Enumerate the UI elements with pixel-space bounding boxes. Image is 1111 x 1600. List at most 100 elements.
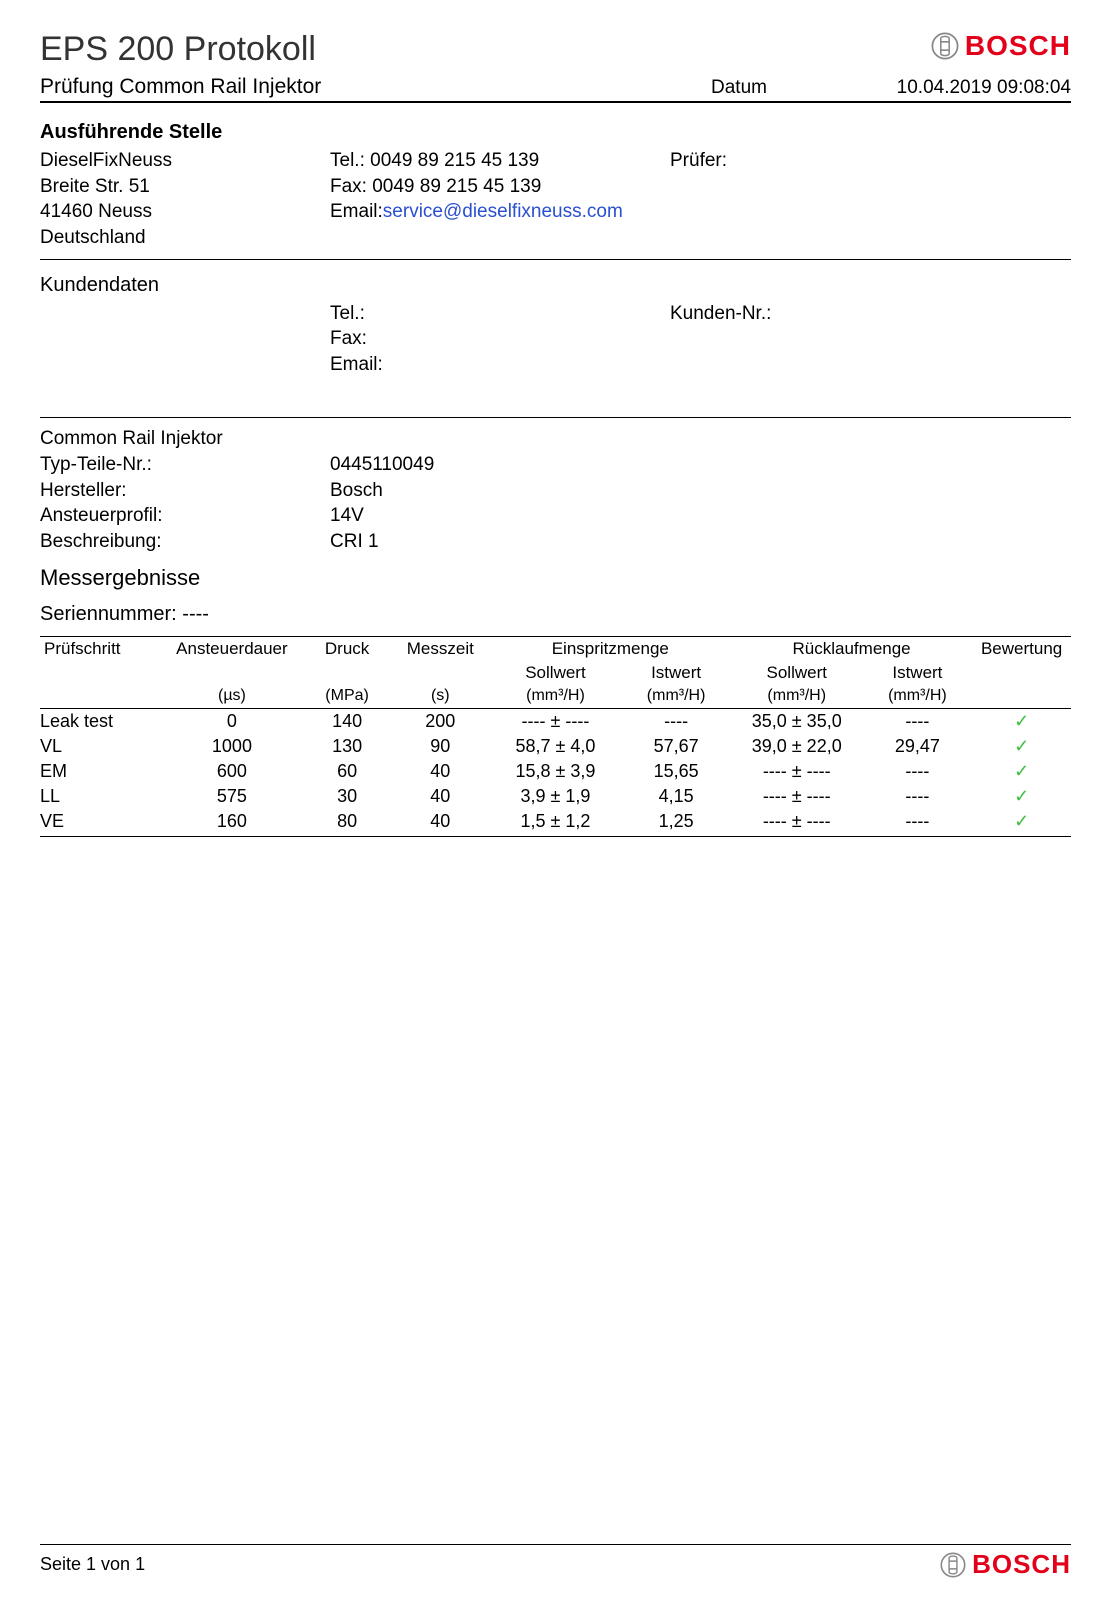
cell-dur: 575 [161,784,304,809]
unit-meastime: (s) [391,685,490,709]
manuf-value: Bosch [330,478,383,504]
station-heading: Ausführende Stelle [40,121,1071,144]
cell-mt: 90 [391,734,490,759]
page-indicator: Seite 1 von 1 [40,1554,145,1575]
cell-inj-a: 15,65 [621,759,731,784]
desc-label: Beschreibung: [40,529,330,555]
col-ret-target: Sollwert [731,661,863,685]
cell-inj-a: 57,67 [621,734,731,759]
cell-ret-a: 29,47 [863,734,973,759]
unit-duration: (µs) [161,685,304,709]
unit-ret-a: (mm³/H) [863,685,973,709]
station-street: Breite Str. 51 [40,174,330,200]
col-meastime: Messzeit [391,636,490,661]
cell-inj-a: 1,25 [621,809,731,837]
brand-text: BOSCH [965,30,1071,62]
cell-pres: 60 [303,759,391,784]
cell-ret-t: 39,0 ± 22,0 [731,734,863,759]
cell-ret-a: ---- [863,784,973,809]
table-row: LL57530403,9 ± 1,94,15---- ± --------✓ [40,784,1071,809]
results-table: Prüfschritt Ansteuerdauer Druck Messzeit… [40,636,1071,837]
customer-contact: Tel.: Fax: Email: [330,301,670,378]
cell-pres: 140 [303,708,391,734]
col-pressure: Druck [303,636,391,661]
check-icon: ✓ [972,759,1071,784]
col-inject: Einspritzmenge [490,636,731,661]
cell-ret-t: ---- ± ---- [731,784,863,809]
col-step: Prüfschritt [40,636,161,685]
bosch-logo-bottom: BOSCH [940,1549,1071,1580]
cell-step: VE [40,809,161,837]
cell-inj-a: 4,15 [621,784,731,809]
date-value: 10.04.2019 09:08:04 [861,77,1071,99]
cell-inj-t: ---- ± ---- [490,708,622,734]
fax-value: 0049 89 215 45 139 [372,176,541,197]
cell-step: EM [40,759,161,784]
unit-inj-t: (mm³/H) [490,685,622,709]
cell-ret-t: ---- ± ---- [731,759,863,784]
cell-ret-a: ---- [863,809,973,837]
unit-pressure: (MPa) [303,685,391,709]
type-value: 0445110049 [330,452,434,478]
check-icon: ✓ [972,734,1071,759]
cust-tel-label: Tel.: [330,301,670,327]
customer-heading: Kundendaten [40,274,1071,297]
station-country: Deutschland [40,225,330,251]
station-name: DieselFixNeuss [40,148,330,174]
check-icon: ✓ [972,708,1071,734]
injector-heading: Common Rail Injektor [40,426,1071,452]
serial-value: ---- [182,603,209,625]
station-address: DieselFixNeuss Breite Str. 51 41460 Neus… [40,148,330,251]
cell-mt: 40 [391,784,490,809]
cell-step: LL [40,784,161,809]
cell-step: VL [40,734,161,759]
bosch-anchor-icon [940,1552,966,1578]
bosch-logo-top: BOSCH [931,30,1071,62]
brand-text-bottom: BOSCH [972,1549,1071,1580]
cell-dur: 1000 [161,734,304,759]
cell-inj-t: 3,9 ± 1,9 [490,784,622,809]
cell-mt: 40 [391,809,490,837]
fax-label: Fax: [330,176,367,197]
cell-inj-a: ---- [621,708,731,734]
type-label: Typ-Teile-Nr.: [40,452,330,478]
profile-label: Ansteuerprofil: [40,503,330,529]
cell-pres: 30 [303,784,391,809]
cell-ret-t: 35,0 ± 35,0 [731,708,863,734]
custno-label: Kunden-Nr.: [670,301,1071,327]
table-row: VE16080401,5 ± 1,21,25---- ± --------✓ [40,809,1071,837]
subtitle: Prüfung Common Rail Injektor [40,75,711,99]
page-title: EPS 200 Protokoll [40,30,316,69]
date-label: Datum [711,77,861,99]
cell-dur: 0 [161,708,304,734]
cell-ret-t: ---- ± ---- [731,809,863,837]
check-icon: ✓ [972,784,1071,809]
cell-mt: 200 [391,708,490,734]
cell-pres: 130 [303,734,391,759]
email-label: Email: [330,201,383,222]
table-row: EM600604015,8 ± 3,915,65---- ± --------✓ [40,759,1071,784]
profile-value: 14V [330,503,364,529]
cell-dur: 600 [161,759,304,784]
results-heading: Messergebnisse [40,565,1071,591]
serial-label: Seriennummer: [40,603,177,625]
cell-dur: 160 [161,809,304,837]
cell-pres: 80 [303,809,391,837]
col-inj-target: Sollwert [490,661,622,685]
check-icon: ✓ [972,809,1071,837]
col-inj-actual: Istwert [621,661,731,685]
cell-ret-a: ---- [863,759,973,784]
table-row: VL10001309058,7 ± 4,057,6739,0 ± 22,029,… [40,734,1071,759]
cust-email-label: Email: [330,352,670,378]
cell-inj-t: 1,5 ± 1,2 [490,809,622,837]
cust-fax-label: Fax: [330,326,670,352]
cell-inj-t: 58,7 ± 4,0 [490,734,622,759]
email-link[interactable]: service@dieselfixneuss.com [383,201,623,222]
tel-label: Tel.: [330,150,365,171]
col-duration: Ansteuerdauer [161,636,304,661]
manuf-label: Hersteller: [40,478,330,504]
col-ret-actual: Istwert [863,661,973,685]
cell-mt: 40 [391,759,490,784]
desc-value: CRI 1 [330,529,379,555]
bosch-anchor-icon [931,32,959,60]
